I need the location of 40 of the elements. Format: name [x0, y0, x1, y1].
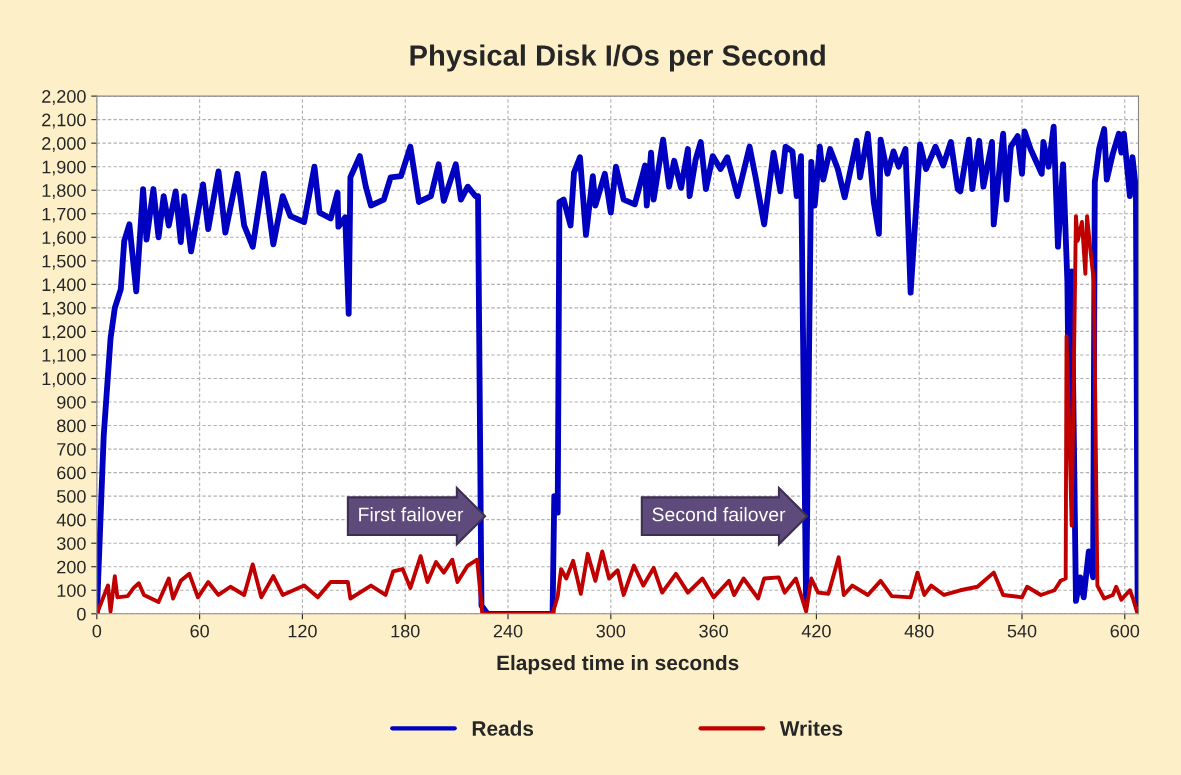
x-tick-label: 540: [1007, 624, 1037, 638]
chart-title: Physical Disk I/Os per Second: [410, 44, 825, 72]
y-tick-label: 1,100: [42, 348, 86, 364]
x-tick-label: 420: [801, 624, 831, 638]
y-tick-label: 500: [57, 490, 86, 503]
y-tick-label: 1,500: [42, 254, 86, 270]
legend-label: Reads: [472, 720, 534, 736]
x-tick-label: 180: [391, 624, 420, 638]
x-tick-label: 360: [699, 624, 728, 638]
y-tick-label: 900: [57, 395, 86, 409]
annotation: First failover: [359, 507, 464, 522]
y-tick-label: 1,000: [42, 372, 86, 388]
x-tick-label: 240: [493, 624, 523, 638]
y-tick-label: 0: [77, 607, 86, 621]
y-tick-label: 1,200: [42, 325, 86, 341]
x-tick-label: 0: [92, 624, 102, 638]
y-tick-label: 300: [56, 537, 86, 550]
y-tick-label: 2,200: [42, 90, 86, 105]
y-tick-label: 400: [56, 513, 86, 527]
y-tick-label: 1,900: [42, 160, 86, 176]
x-tick-label: 300: [596, 624, 626, 638]
y-tick-label: 1,700: [42, 207, 86, 223]
y-tick-label: 1,600: [42, 231, 86, 247]
x-axis-title: Elapsed time in seconds: [497, 654, 739, 675]
y-tick-label: 800: [57, 419, 86, 433]
annotation: Second failover: [652, 507, 786, 522]
y-tick-label: 1,800: [42, 184, 86, 200]
y-tick-label: 2,000: [42, 137, 86, 153]
y-tick-label: 200: [57, 560, 86, 574]
y-tick-label: 1,300: [42, 301, 86, 317]
legend-label: Writes: [779, 720, 843, 736]
y-tick-label: 600: [57, 466, 86, 480]
x-tick-label: 600: [1110, 624, 1140, 638]
y-tick-label: 2,100: [42, 113, 86, 129]
y-tick-label: 100: [57, 584, 86, 597]
y-tick-label: 1,400: [42, 278, 86, 294]
x-tick-label: 120: [288, 624, 317, 638]
x-tick-label: 60: [190, 624, 209, 638]
y-tick-label: 700: [57, 443, 86, 456]
x-tick-label: 480: [904, 624, 934, 638]
